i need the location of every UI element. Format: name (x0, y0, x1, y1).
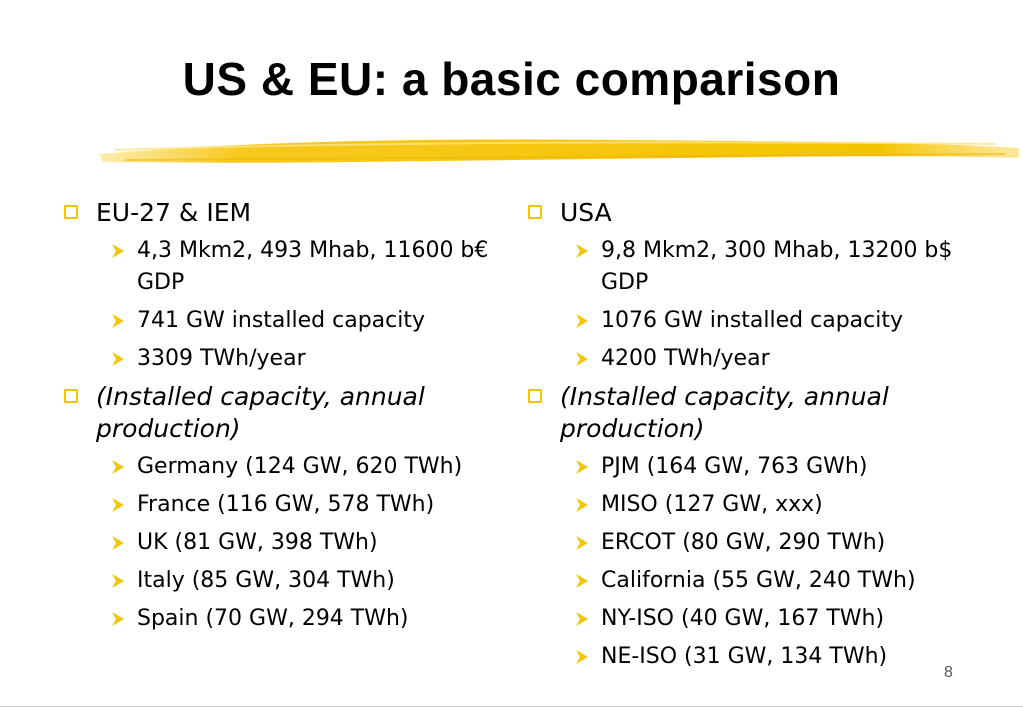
arrow-bullet-icon (112, 460, 124, 474)
eu-heading-item: EU-27 & IEM (62, 197, 532, 229)
list-item: NE-ISO (31 GW, 134 TWh) (526, 641, 996, 673)
list-item: 9,8 Mkm2, 300 Mhab, 13200 b$ GDP (526, 235, 996, 299)
list-item: 741 GW installed capacity (62, 305, 532, 337)
arrow-bullet-icon (576, 574, 588, 588)
list-item: Italy (85 GW, 304 TWh) (62, 565, 532, 597)
list-item: PJM (164 GW, 763 GWh) (526, 451, 996, 483)
eu-note-item: (Installed capacity, annual production) (62, 381, 532, 445)
arrow-bullet-icon (112, 244, 124, 258)
usa-column: USA 9,8 Mkm2, 300 Mhab, 13200 b$ GDP 107… (526, 197, 996, 679)
footer-divider (0, 706, 1023, 707)
arrow-bullet-icon (112, 612, 124, 626)
slide-title: US & EU: a basic comparison (182, 53, 841, 105)
arrow-bullet-icon (112, 536, 124, 550)
arrow-bullet-icon (576, 498, 588, 512)
list-item: 4,3 Mkm2, 493 Mhab, 11600 b€ GDP (62, 235, 532, 299)
arrow-bullet-icon (576, 352, 588, 366)
usa-heading-item: USA (526, 197, 996, 229)
usa-note-item: (Installed capacity, annual production) (526, 381, 996, 445)
eu-heading: EU-27 & IEM (96, 198, 252, 227)
arrow-bullet-icon (576, 314, 588, 328)
eu-note: (Installed capacity, annual production) (96, 382, 425, 443)
eu-column: EU-27 & IEM 4,3 Mkm2, 493 Mhab, 11600 b€… (62, 197, 532, 641)
arrow-bullet-icon (576, 244, 588, 258)
square-bullet-icon (64, 389, 78, 403)
list-item: ERCOT (80 GW, 290 TWh) (526, 527, 996, 559)
usa-heading: USA (560, 198, 612, 227)
arrow-bullet-icon (576, 650, 588, 664)
highlighter-stroke (99, 139, 1019, 163)
arrow-bullet-icon (576, 536, 588, 550)
list-item: 3309 TWh/year (62, 343, 532, 375)
list-item: MISO (127 GW, xxx) (526, 489, 996, 521)
list-item: France (116 GW, 578 TWh) (62, 489, 532, 521)
square-bullet-icon (528, 389, 542, 403)
arrow-bullet-icon (112, 314, 124, 328)
list-item: California (55 GW, 240 TWh) (526, 565, 996, 597)
page-number: 8 (944, 664, 953, 681)
square-bullet-icon (64, 205, 78, 219)
list-item: NY-ISO (40 GW, 167 TWh) (526, 603, 996, 635)
list-item: Germany (124 GW, 620 TWh) (62, 451, 532, 483)
arrow-bullet-icon (112, 574, 124, 588)
list-item: Spain (70 GW, 294 TWh) (62, 603, 532, 635)
arrow-bullet-icon (112, 498, 124, 512)
list-item: 4200 TWh/year (526, 343, 996, 375)
usa-note: (Installed capacity, annual production) (560, 382, 889, 443)
list-item: UK (81 GW, 398 TWh) (62, 527, 532, 559)
square-bullet-icon (528, 205, 542, 219)
arrow-bullet-icon (576, 612, 588, 626)
arrow-bullet-icon (112, 352, 124, 366)
list-item: 1076 GW installed capacity (526, 305, 996, 337)
arrow-bullet-icon (576, 460, 588, 474)
